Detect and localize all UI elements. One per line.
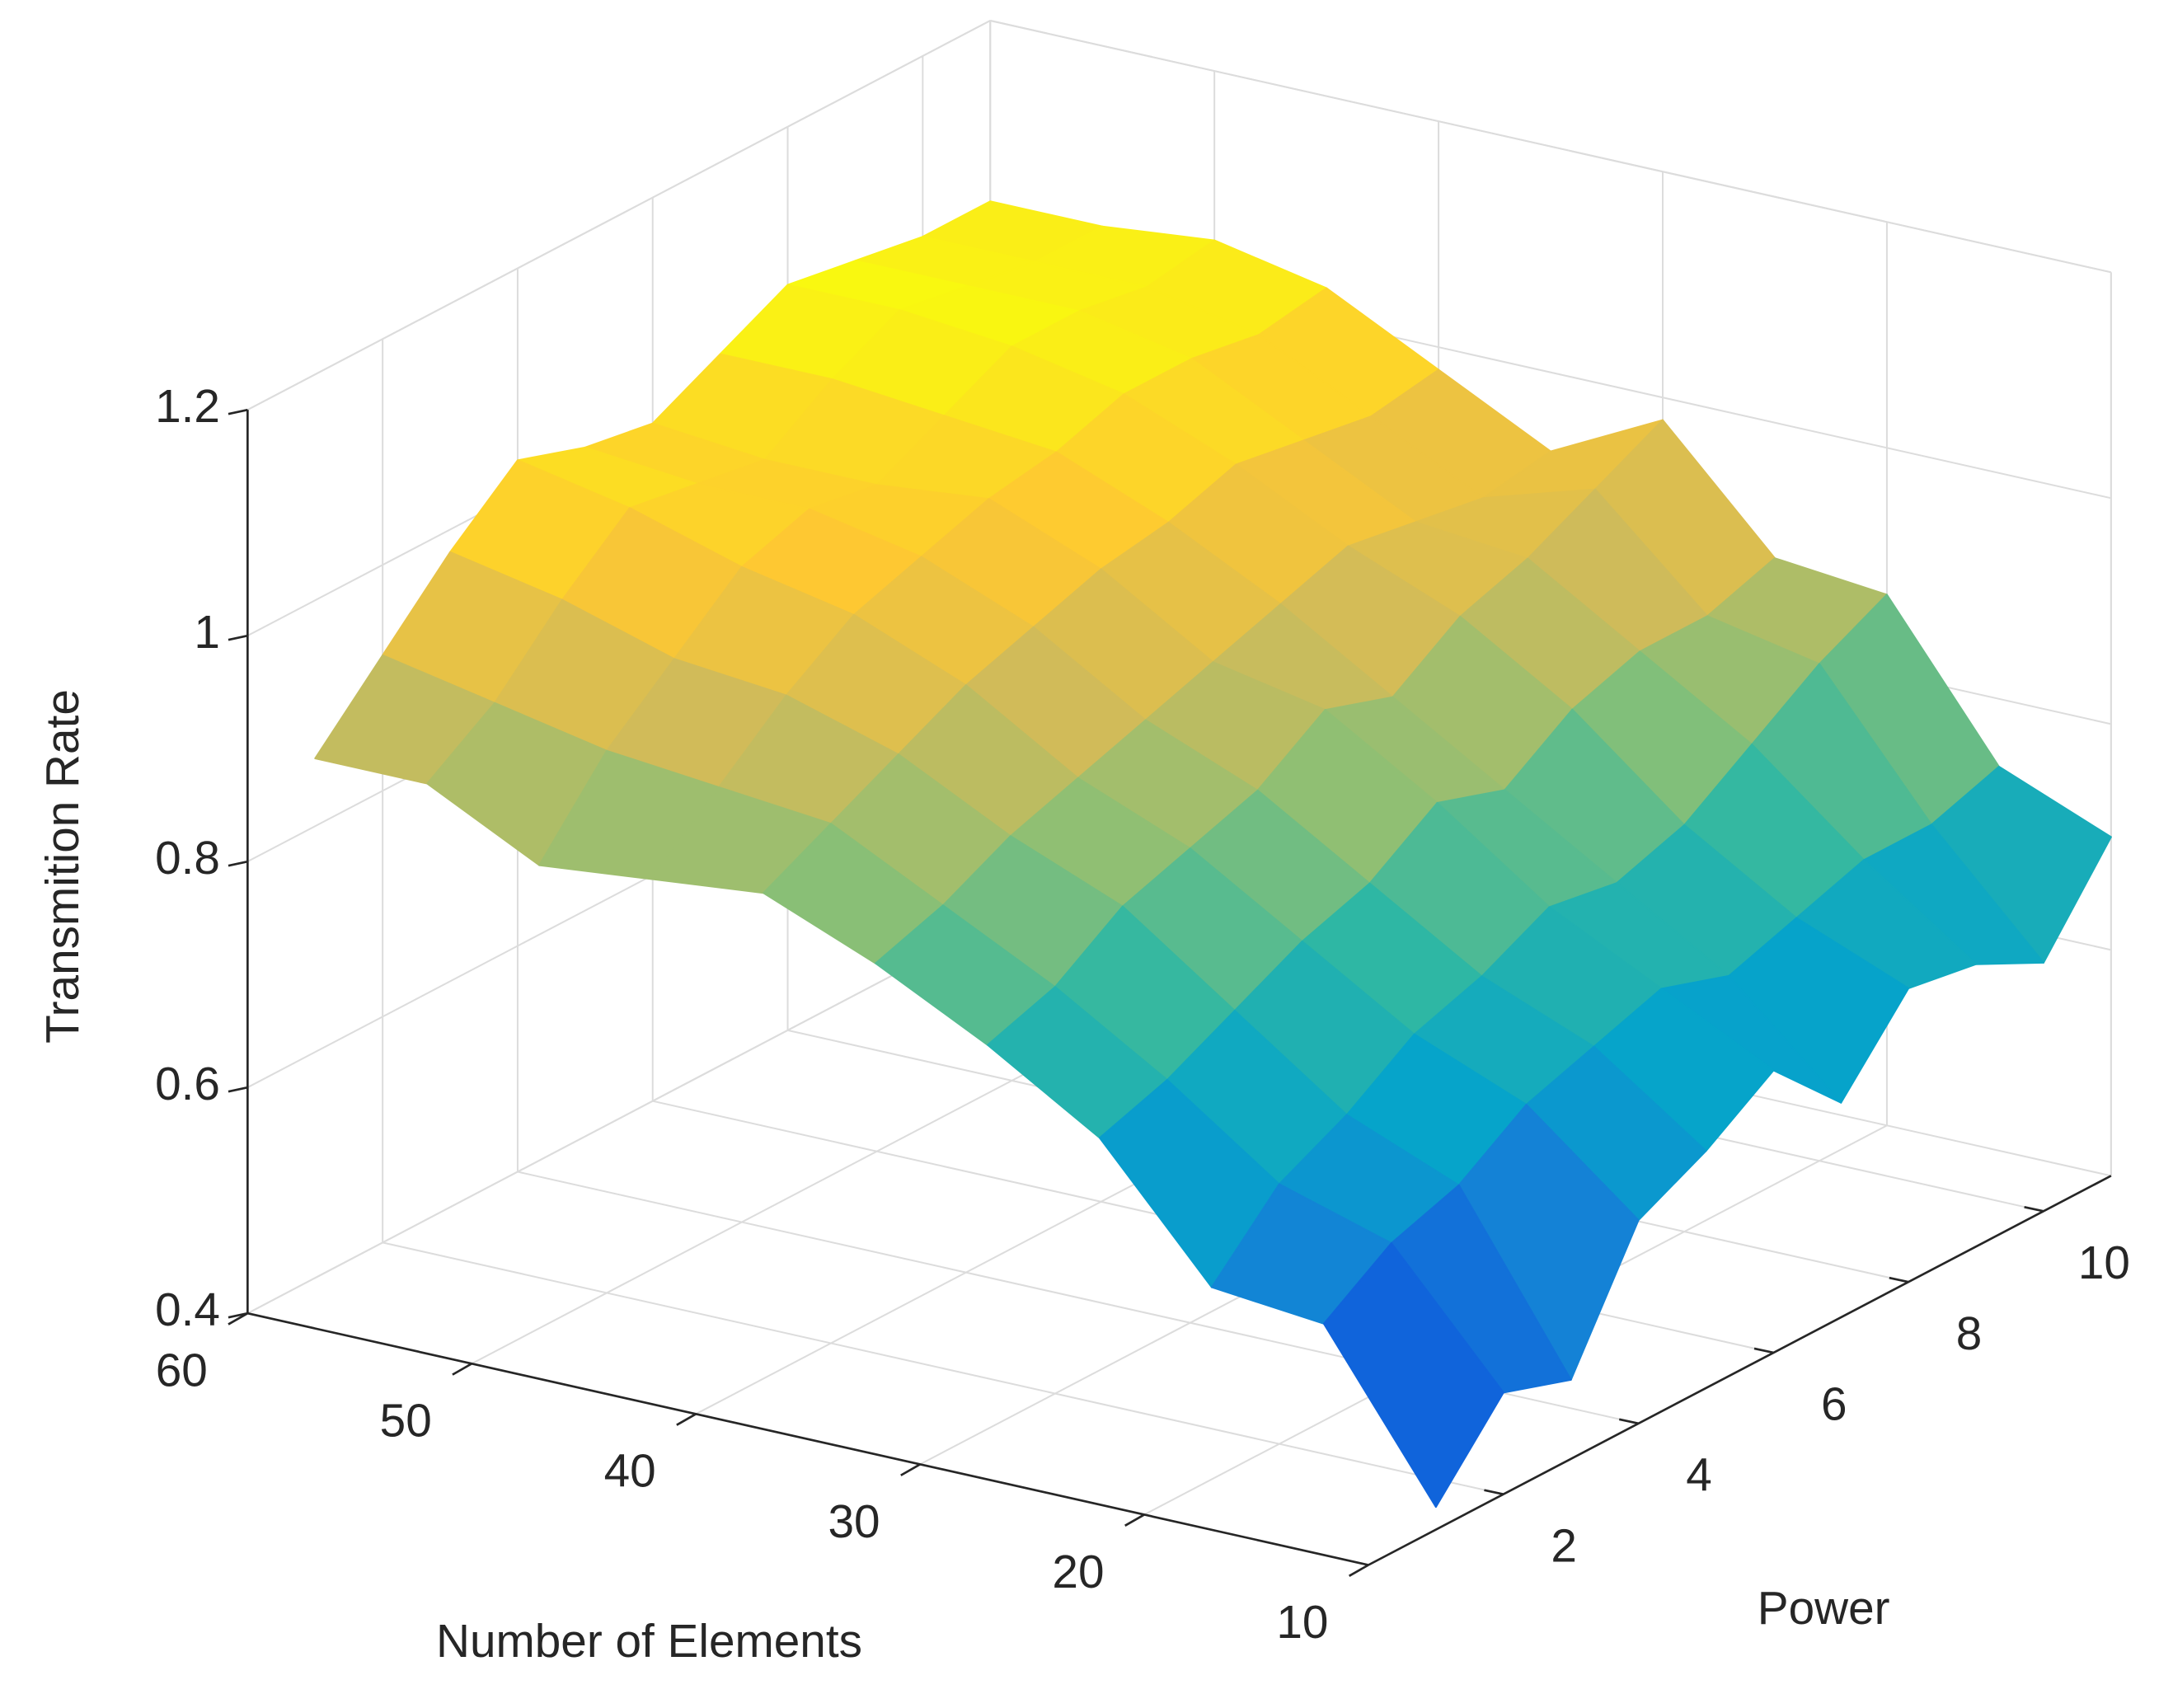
z-tick-label: 0.4 bbox=[155, 1284, 220, 1336]
x-tick-label: 40 bbox=[604, 1446, 656, 1498]
surface bbox=[314, 200, 2112, 1509]
y-axis bbox=[1368, 1175, 2112, 1566]
y-tick-label: 10 bbox=[2078, 1237, 2130, 1289]
grid-line bbox=[246, 923, 991, 1315]
box-edge bbox=[990, 20, 2112, 274]
y-tick bbox=[1889, 1276, 1909, 1283]
x-tick-label: 20 bbox=[1052, 1546, 1104, 1598]
x-tick-label: 10 bbox=[1276, 1597, 1328, 1649]
box-edge bbox=[246, 20, 991, 411]
y-tick-label: 8 bbox=[1956, 1308, 1983, 1360]
z-tick bbox=[228, 1086, 248, 1093]
x-tick-label: 50 bbox=[380, 1396, 432, 1448]
z-tick-label: 1 bbox=[194, 607, 220, 659]
y-tick-label: 4 bbox=[1686, 1450, 1712, 1502]
y-tick-label: 2 bbox=[1551, 1520, 1577, 1572]
surface-patch bbox=[1322, 1242, 1504, 1509]
z-tick bbox=[228, 634, 248, 641]
x-tick bbox=[1124, 1513, 1145, 1527]
x-tick bbox=[900, 1463, 921, 1476]
x-tick bbox=[1348, 1564, 1369, 1578]
z-tick-label: 0.6 bbox=[155, 1058, 220, 1110]
y-tick-label: 6 bbox=[1821, 1379, 1847, 1431]
y-tick bbox=[1753, 1347, 1774, 1354]
x-tick bbox=[228, 1312, 249, 1326]
z-tick bbox=[228, 408, 248, 415]
x-tick-label: 60 bbox=[156, 1345, 208, 1397]
x-axis-label: Number of Elements bbox=[436, 1616, 862, 1668]
z-tick-label: 0.8 bbox=[155, 833, 220, 884]
z-axis-label: Transmition Rate bbox=[37, 689, 89, 1044]
x-tick bbox=[452, 1363, 472, 1376]
z-tick-label: 1.2 bbox=[155, 381, 220, 433]
z-tick bbox=[228, 860, 248, 867]
axes-layer: 0.4 0.6 0.8 1 1.2 10 20 30 40 50 60 2 4 6 8 10 bbox=[155, 381, 2130, 1649]
y-tick bbox=[2024, 1205, 2044, 1213]
x-tick bbox=[676, 1413, 697, 1426]
x-axis bbox=[247, 1312, 1369, 1566]
x-tick-label: 30 bbox=[828, 1496, 880, 1548]
y-tick bbox=[1618, 1418, 1639, 1425]
y-tick bbox=[1484, 1489, 1504, 1495]
grid-line bbox=[382, 1241, 1504, 1495]
y-axis-label: Power bbox=[1758, 1583, 1890, 1635]
